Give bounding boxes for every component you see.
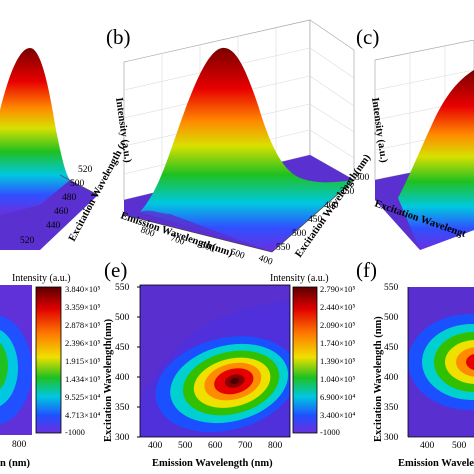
panel-d-colorbar-bar bbox=[35, 286, 62, 434]
panel-b-y-ticks: 550 500 450 400 350 300 bbox=[276, 173, 370, 253]
panel-b-x-ticks: 800 700 600 500 400 bbox=[139, 225, 274, 267]
colorbar-tick: 1.915×10⁵ bbox=[65, 356, 100, 366]
panel-c-label: (c) bbox=[356, 25, 379, 49]
panel-e-x-axis-label: Emission Wavelength (nm) bbox=[152, 458, 273, 469]
colorbar-tick: 3.359×10⁵ bbox=[65, 302, 100, 312]
tick-label: 550 bbox=[276, 243, 291, 253]
colorbar-tick: -1000 bbox=[320, 427, 340, 437]
panel-e-colorbar: 2.790×10⁵ 2.440×10⁵ 2.090×10⁵ 1.740×10⁵ … bbox=[292, 284, 355, 437]
tick-label: 700 bbox=[238, 441, 253, 451]
tick-label: 480 bbox=[62, 193, 77, 203]
tick-label: 800 bbox=[139, 225, 156, 239]
panel-b-side-wall bbox=[309, 19, 355, 181]
colorbar-tick: 2.090×10⁵ bbox=[320, 320, 355, 330]
panel-b-surface-plot bbox=[123, 19, 355, 253]
panel-b-peak-surface bbox=[140, 47, 354, 253]
colorbar-tick: 2.396×10⁵ bbox=[65, 338, 100, 348]
panel-d-colorbar-title: Intensity (a.u.) bbox=[12, 273, 71, 284]
panel-f-y-axis-label: Excitation Wavelength (nm) bbox=[373, 316, 384, 442]
tick-label: 300 bbox=[355, 173, 370, 183]
panel-f-label: (f) bbox=[356, 258, 377, 282]
tick-label: 450 bbox=[115, 343, 130, 353]
tick-label: 600 bbox=[199, 240, 216, 254]
tick-label: 550 bbox=[384, 283, 399, 293]
tick-label: 520 bbox=[78, 165, 93, 175]
panel-f-y-ticks: 550 500 450 400 350 300 bbox=[384, 283, 399, 443]
tick-label: 500 bbox=[384, 313, 399, 323]
colorbar-tick: 6.900×10⁴ bbox=[320, 392, 355, 402]
tick-label: 350 bbox=[384, 403, 399, 413]
tick-label: 500 bbox=[452, 441, 467, 451]
tick-label: 520 bbox=[20, 236, 35, 246]
panel-a-peak bbox=[0, 48, 70, 215]
tick-label: 600 bbox=[208, 441, 223, 451]
panel-e-colorbar-title: Intensity (a.u.) bbox=[270, 273, 329, 284]
panel-a-y-ticks: 520 500 480 460 440 520 bbox=[20, 165, 93, 246]
tick-label: 400 bbox=[384, 373, 399, 383]
colorbar-tick: 1.040×10⁵ bbox=[320, 374, 355, 384]
tick-label: 450 bbox=[308, 215, 323, 225]
panel-d-x-tick: 800 bbox=[12, 440, 27, 450]
tick-label: 460 bbox=[54, 207, 69, 217]
panel-f-contour-plot bbox=[408, 287, 474, 437]
colorbar-tick: -1000 bbox=[65, 427, 85, 437]
panel-e-label: (e) bbox=[104, 258, 127, 282]
panel-f-x-ticks: 400 500 bbox=[420, 441, 467, 451]
panel-e-y-ticks: 550 500 450 400 350 300 bbox=[115, 283, 140, 443]
tick-label: 500 bbox=[229, 247, 246, 261]
tick-label: 300 bbox=[115, 433, 130, 443]
tick-label: 500 bbox=[292, 229, 307, 239]
panel-e-contour-plot bbox=[140, 285, 290, 437]
colorbar-tick: 1.390×10⁵ bbox=[320, 356, 355, 366]
panel-e-colorbar-bar bbox=[292, 286, 318, 434]
colorbar-tick: 4.713×10⁴ bbox=[65, 410, 100, 420]
tick-label: 350 bbox=[115, 403, 130, 413]
colorbar-tick: 2.440×10⁵ bbox=[320, 302, 355, 312]
tick-label: 400 bbox=[148, 441, 163, 451]
colorbar-tick: 3.840×10⁵ bbox=[65, 284, 100, 294]
colorbar-tick: 1.434×10⁵ bbox=[65, 374, 100, 384]
colorbar-tick: 9.525×10⁴ bbox=[65, 392, 100, 402]
tick-label: 400 bbox=[115, 373, 130, 383]
colorbar-tick: 1.740×10⁵ bbox=[320, 338, 355, 348]
panel-e-y-axis-label: Excitation Wavelength(nm) bbox=[103, 318, 114, 442]
tick-label: 350 bbox=[340, 187, 355, 197]
tick-label: 800 bbox=[268, 441, 283, 451]
panel-d-contour bbox=[0, 285, 32, 435]
tick-label: 400 bbox=[420, 441, 435, 451]
panel-e-x-ticks: 400 500 600 700 800 bbox=[148, 441, 283, 451]
tick-label: 550 bbox=[115, 283, 130, 293]
tick-label: 440 bbox=[46, 221, 61, 231]
panel-f-x-axis-label: Emission Wavelen bbox=[398, 458, 474, 469]
panel-c-surface bbox=[374, 40, 474, 250]
colorbar-tick: 3.400×10⁴ bbox=[320, 410, 355, 420]
tick-label: 700 bbox=[169, 233, 186, 247]
panel-e-plot-frame bbox=[139, 284, 291, 438]
panel-a-surface bbox=[0, 48, 99, 250]
tick-label: 400 bbox=[324, 201, 339, 211]
colorbar-tick: 2.790×10⁵ bbox=[320, 284, 355, 294]
tick-label: 500 bbox=[178, 441, 193, 451]
tick-label: 500 bbox=[115, 313, 130, 323]
panel-d-x-axis-label: n (nm) bbox=[0, 458, 31, 469]
tick-label: 300 bbox=[384, 433, 399, 443]
panel-b-label: (b) bbox=[106, 25, 131, 49]
contour-peak bbox=[230, 377, 240, 385]
tick-label: 400 bbox=[257, 253, 274, 267]
panel-d-colorbar: 3.840×10⁵ 3.359×10⁵ 2.878×10⁵ 2.396×10⁵ … bbox=[35, 284, 100, 437]
tick-label: 500 bbox=[70, 179, 85, 189]
colorbar-tick: 2.878×10⁵ bbox=[65, 320, 100, 330]
panel-c-peak-surface bbox=[398, 70, 474, 250]
tick-label: 450 bbox=[384, 343, 399, 353]
